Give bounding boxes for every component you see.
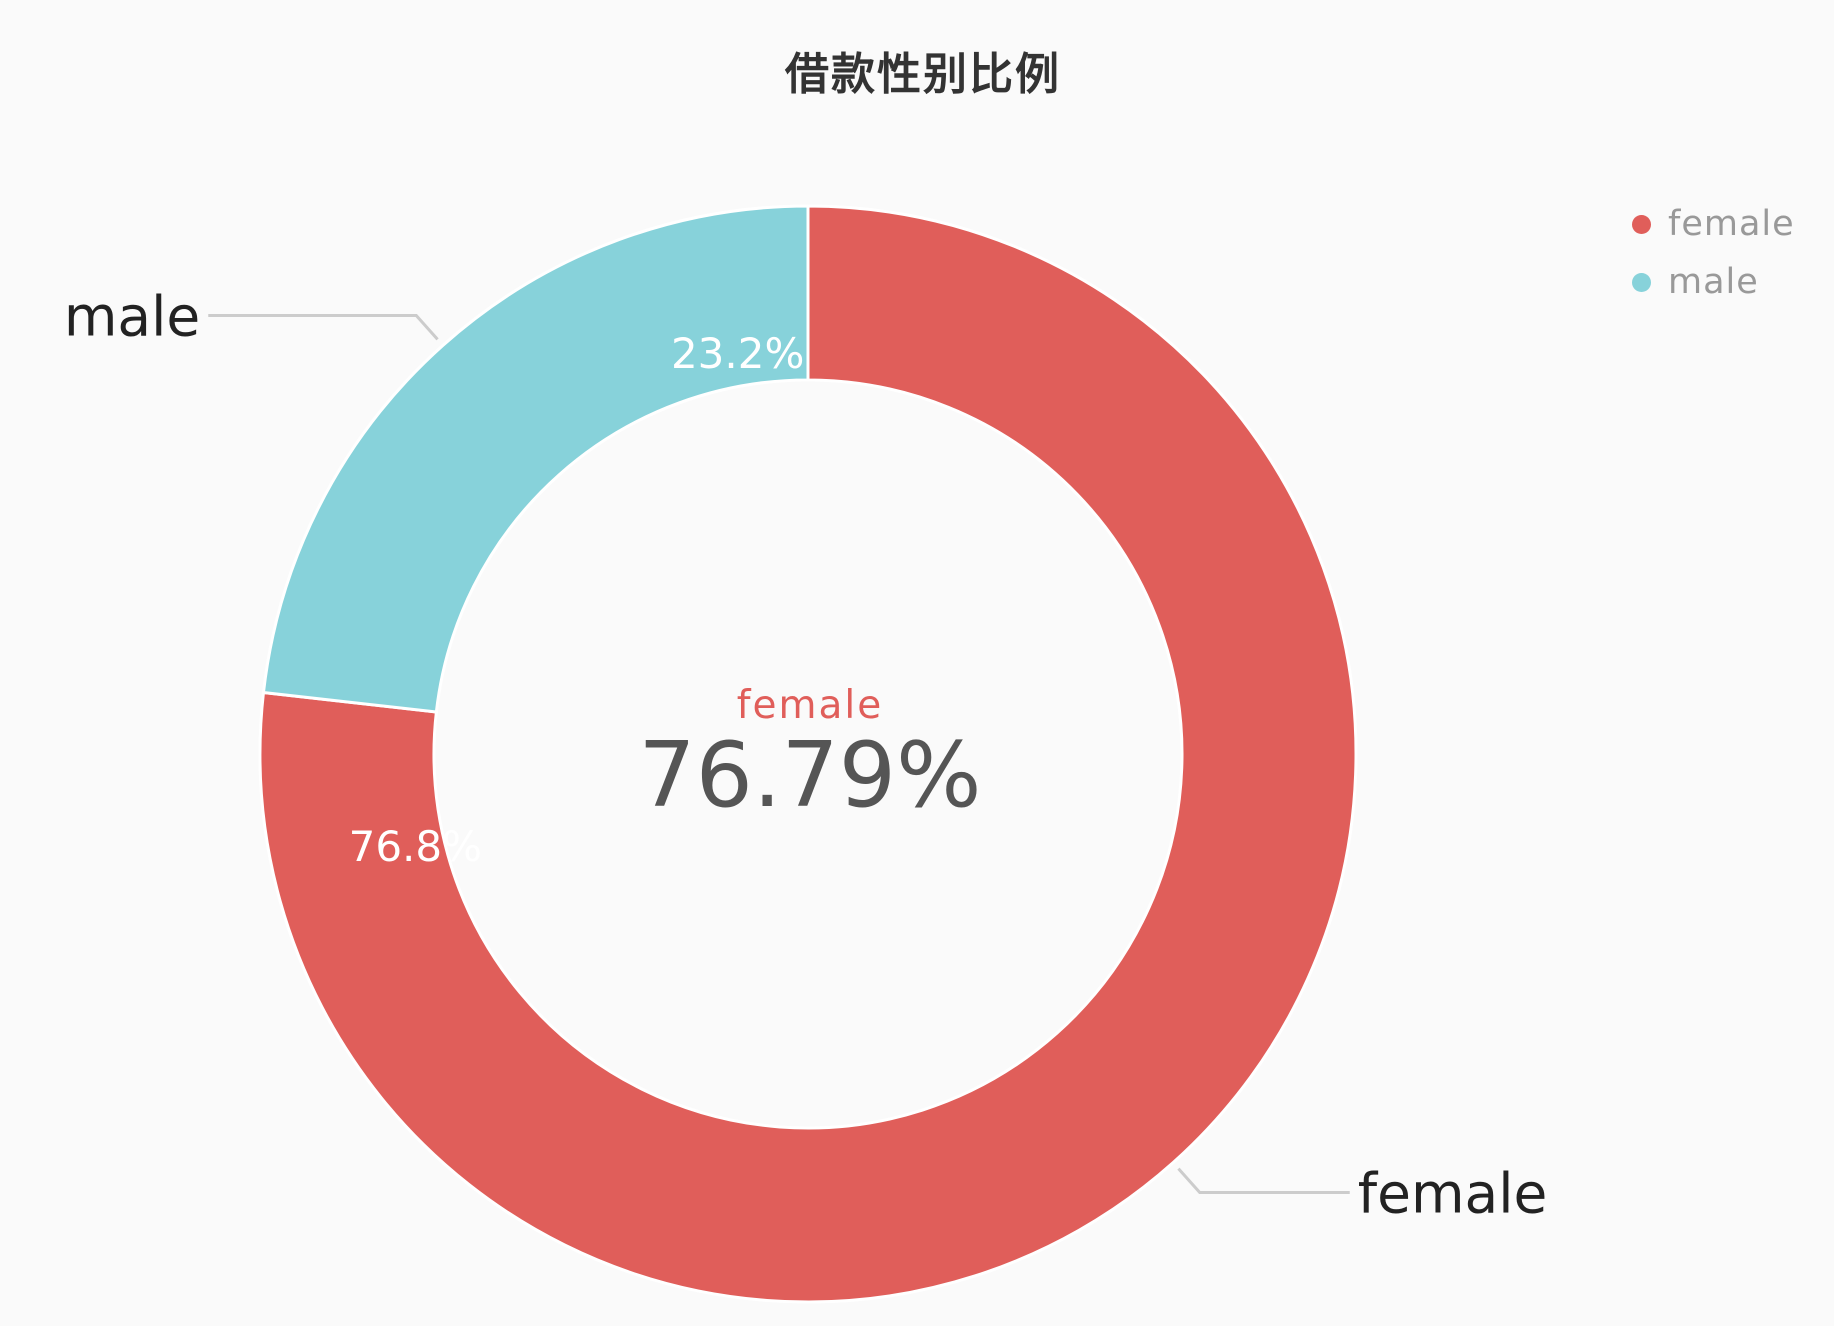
- donut-slice-male[interactable]: [261, 204, 810, 714]
- donut-slices: [258, 204, 1358, 1304]
- leader-lines: [208, 314, 1350, 1194]
- slice-percent-label-female: 76.8%: [349, 822, 482, 871]
- legend-label-male: male: [1668, 262, 1759, 302]
- center-slice-name: female: [737, 683, 883, 728]
- center-slice-value: 76.79%: [638, 723, 981, 828]
- legend-swatch-male: [1632, 272, 1651, 292]
- slice-percent-label-male: 23.2%: [671, 329, 804, 378]
- leader-line-male: [208, 314, 439, 341]
- slice-name-label-male: male: [64, 285, 200, 349]
- legend-item-male[interactable]: male: [1632, 253, 1795, 311]
- leader-line-female: [1177, 1167, 1350, 1194]
- chart-legend: female male: [1632, 195, 1795, 311]
- chart-title: 借款性别比例: [785, 49, 1061, 100]
- donut-slice-female[interactable]: [258, 204, 1358, 1304]
- slice-name-label-female: female: [1358, 1161, 1548, 1225]
- legend-swatch-female: [1632, 214, 1651, 234]
- slice-labels: 76.8% 23.2% female male: [64, 285, 1548, 1226]
- legend-label-female: female: [1668, 204, 1795, 244]
- legend-item-female[interactable]: female: [1632, 195, 1795, 253]
